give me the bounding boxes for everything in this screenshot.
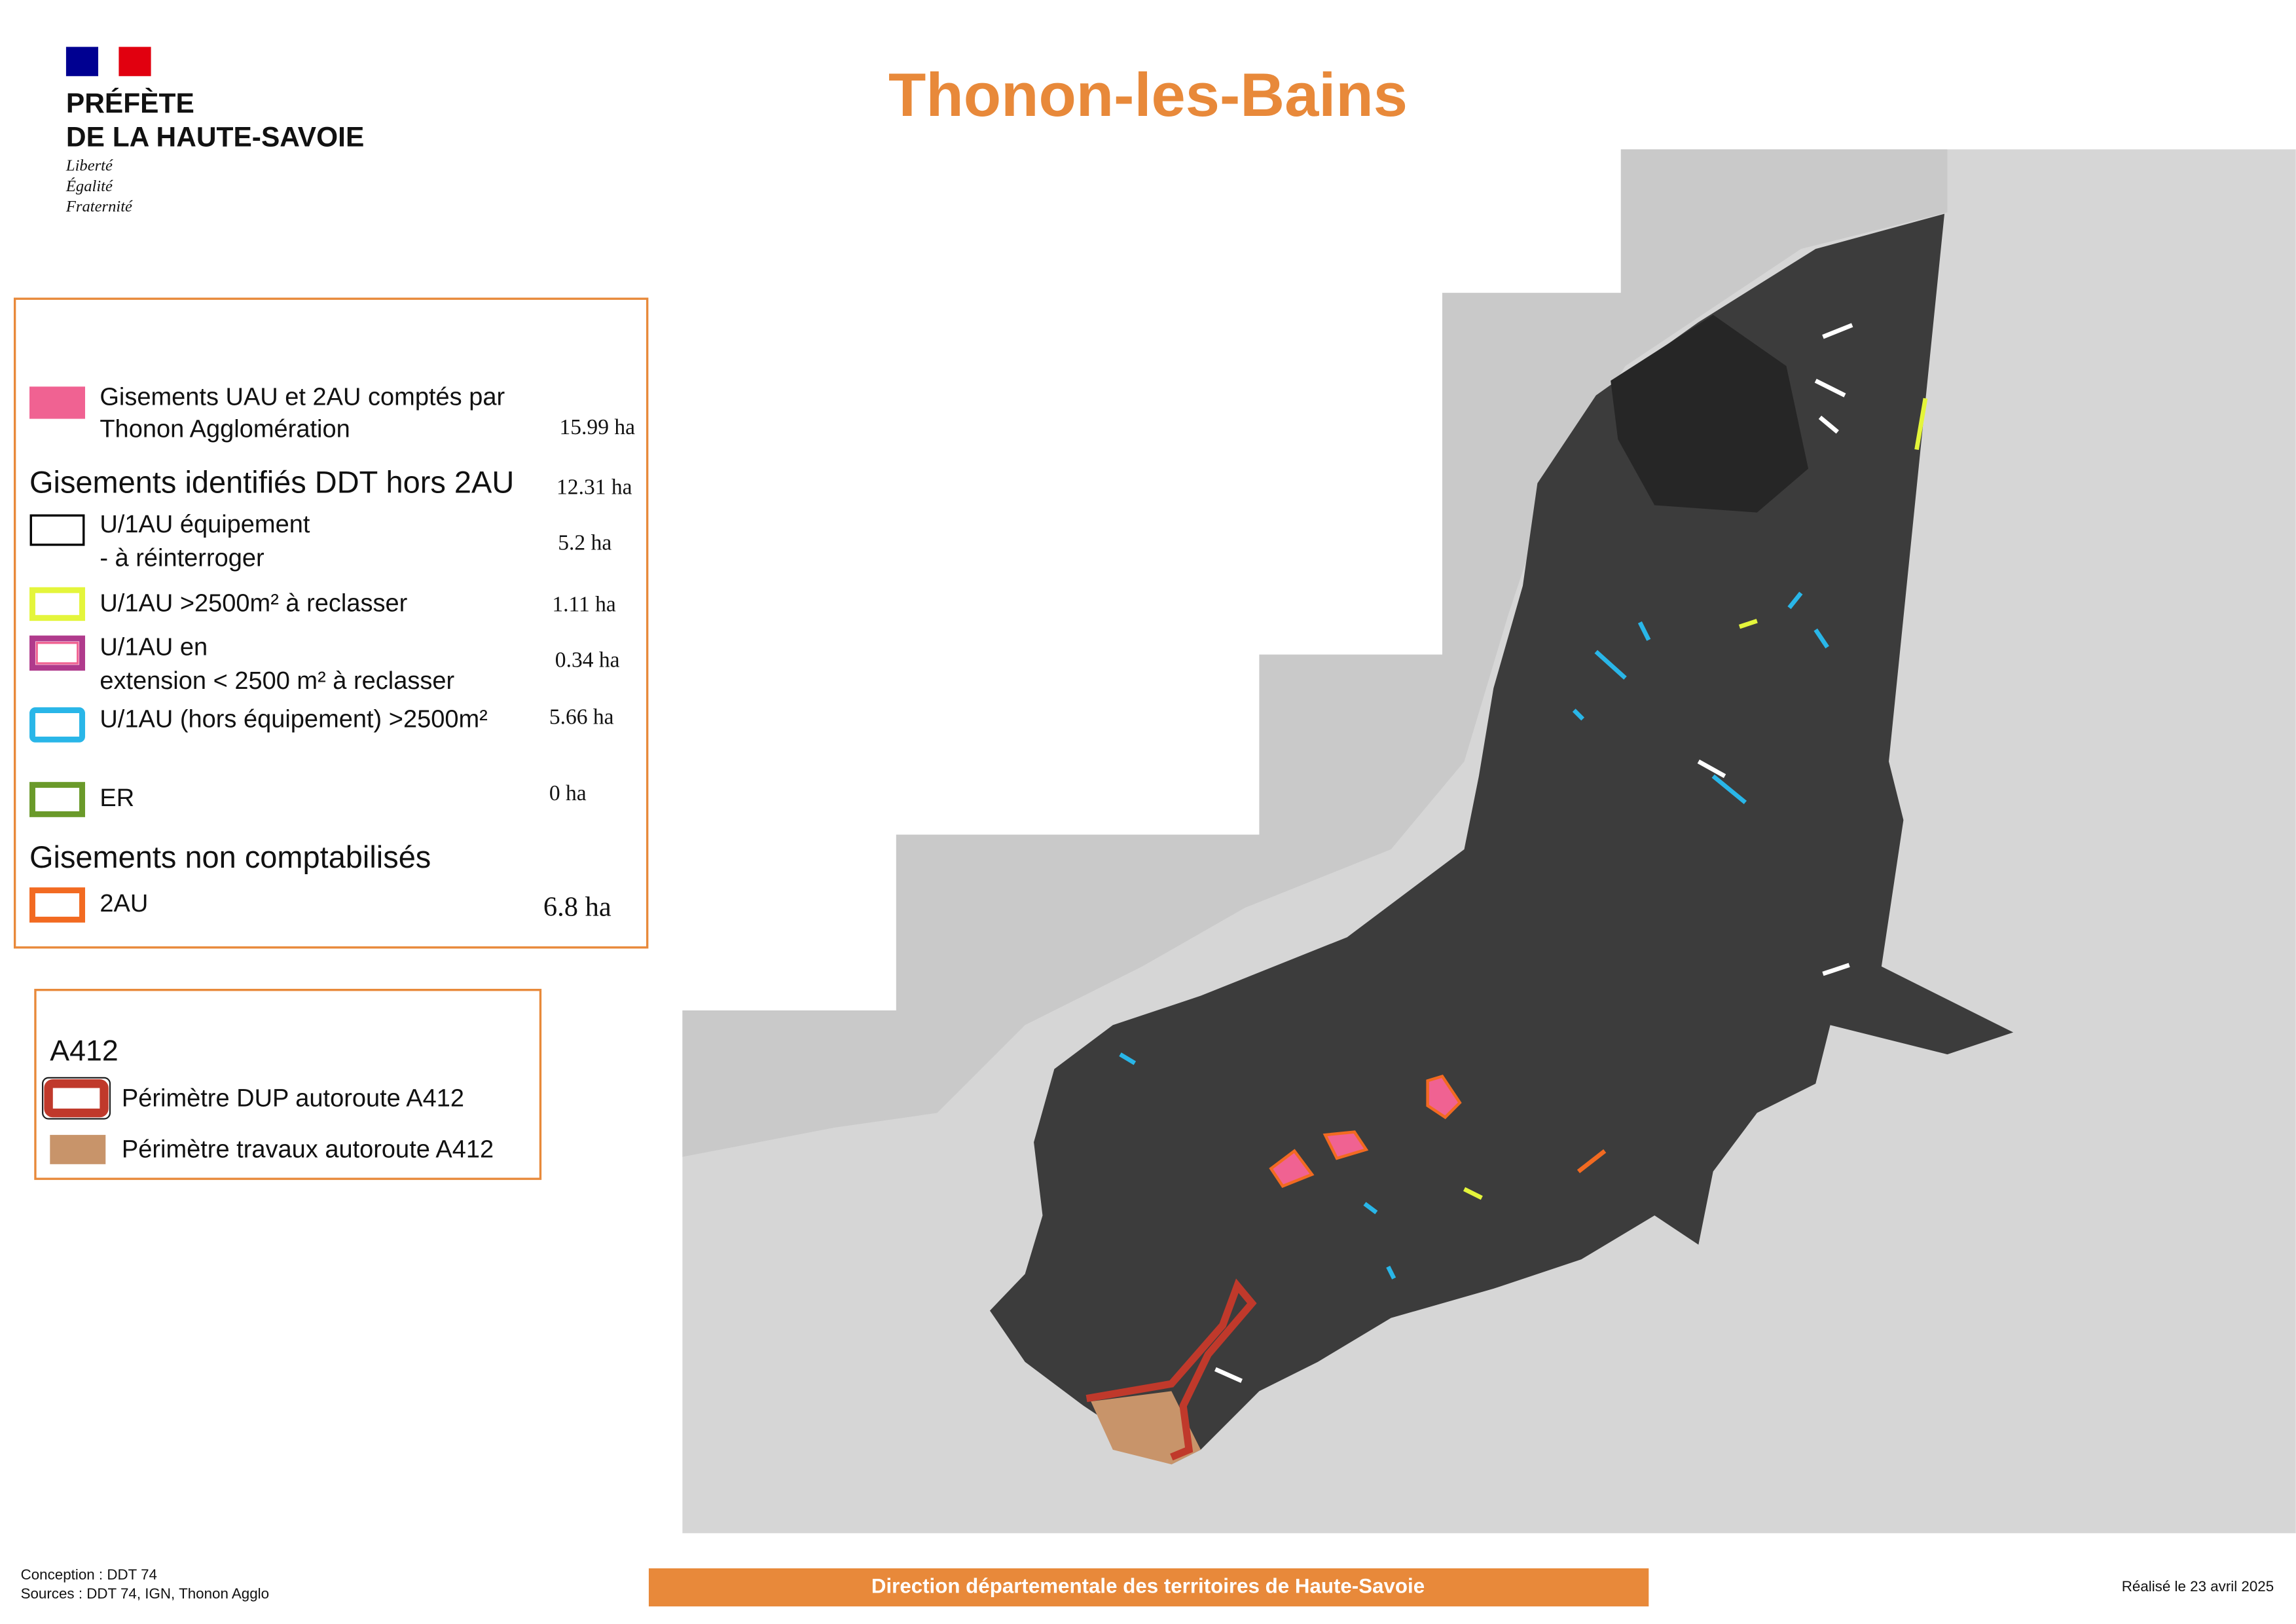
footer-banner-text: Direction départementale des territoires…	[871, 1574, 1425, 1597]
footer: Conception : DDT 74 Sources : DDT 74, IG…	[21, 1566, 2274, 1607]
swatch-yellow	[29, 587, 85, 621]
legend-frame	[13, 297, 649, 949]
legend-frame	[34, 989, 542, 1180]
motto: Liberté	[65, 157, 113, 175]
legend: Gisements UAU et 2AU comptés par Thonon …	[13, 297, 649, 949]
forest	[1611, 314, 1809, 513]
institution: DE LA HAUTE-SAVOIE	[66, 122, 364, 153]
legend-label: Périmètre travaux autoroute A412	[122, 1136, 494, 1164]
swatch-dup-outline	[42, 1077, 111, 1120]
legend-value: 6.8 ha	[543, 891, 611, 922]
swatch-cyan	[29, 707, 85, 743]
legend-label: - à réinterroger	[100, 544, 264, 572]
credit: Conception : DDT 74	[21, 1566, 157, 1583]
a412-travaux	[1091, 1391, 1201, 1465]
legend-heading: Gisements identifiés DDT hors 2AU	[29, 465, 514, 500]
flag-blue	[65, 46, 99, 77]
title: Thonon-les-Bains	[888, 60, 1408, 129]
swatch-er	[29, 782, 85, 817]
parcel-2au	[1576, 1149, 1607, 1173]
legend-value: 12.31 ha	[556, 475, 632, 500]
legend-label: ER	[100, 784, 134, 812]
legend-value: 15.99 ha	[560, 415, 636, 439]
legend-heading: A412	[50, 1035, 118, 1067]
lake	[682, 149, 1948, 1157]
commune	[989, 213, 2014, 1465]
motto: Fraternité	[65, 198, 133, 215]
legend-value: 0 ha	[549, 781, 587, 805]
legend-label: extension < 2500 m² à reclasser	[100, 667, 454, 695]
legend-label: U/1AU (hors équipement) >2500m²	[100, 705, 487, 733]
zone	[1322, 1130, 1369, 1160]
legend-label: U/1AU en	[100, 634, 208, 661]
legend-label: Thonon Agglomération	[100, 416, 350, 443]
legend-label: U/1AU équipement	[100, 511, 310, 538]
date: Réalisé le 23 avril 2025	[2122, 1578, 2274, 1595]
uau-2au	[1269, 1075, 1462, 1189]
motto: Égalité	[65, 177, 113, 195]
swatch-2au	[29, 887, 85, 923]
swatch-extension-inner	[35, 642, 79, 665]
legend-value: 5.2 ha	[558, 531, 611, 555]
credit: Sources : DDT 74, IGN, Thonon Agglo	[21, 1585, 269, 1602]
header: PRÉFÈTE DE LA HAUTE-SAVOIE Liberté Égali…	[65, 46, 1408, 215]
legend-a412: A412 Périmètre DUP autoroute A412 Périmè…	[34, 989, 542, 1180]
swatch-uau	[29, 386, 85, 419]
flag-white	[98, 46, 119, 77]
legend-heading: Gisements non comptabilisés	[29, 840, 431, 874]
legend-label: 2AU	[100, 890, 148, 917]
swatch-travaux	[50, 1135, 106, 1164]
legend-value: 0.34 ha	[555, 648, 620, 672]
legend-value: 5.66 ha	[549, 705, 614, 729]
legend-label: Périmètre DUP autoroute A412	[122, 1084, 464, 1112]
flag-red	[118, 46, 151, 77]
map	[682, 149, 2296, 1534]
parcel-yellow	[1463, 397, 1928, 1200]
swatch-dup	[44, 1079, 109, 1118]
swatch-equipement	[29, 514, 85, 546]
zone	[1269, 1149, 1315, 1189]
parcel-cyan	[1119, 591, 1829, 1280]
legend-value: 1.11 ha	[552, 593, 616, 617]
parcels	[1119, 323, 1928, 1383]
zone	[1426, 1075, 1462, 1120]
institution: PRÉFÈTE	[66, 88, 194, 119]
footer-banner	[648, 1568, 1649, 1607]
parcel-equipement	[1214, 323, 1853, 1383]
legend-label: Gisements UAU et 2AU comptés par	[100, 383, 505, 411]
a412-dup	[1085, 1278, 1257, 1461]
legend-label: U/1AU >2500m² à reclasser	[100, 590, 407, 618]
